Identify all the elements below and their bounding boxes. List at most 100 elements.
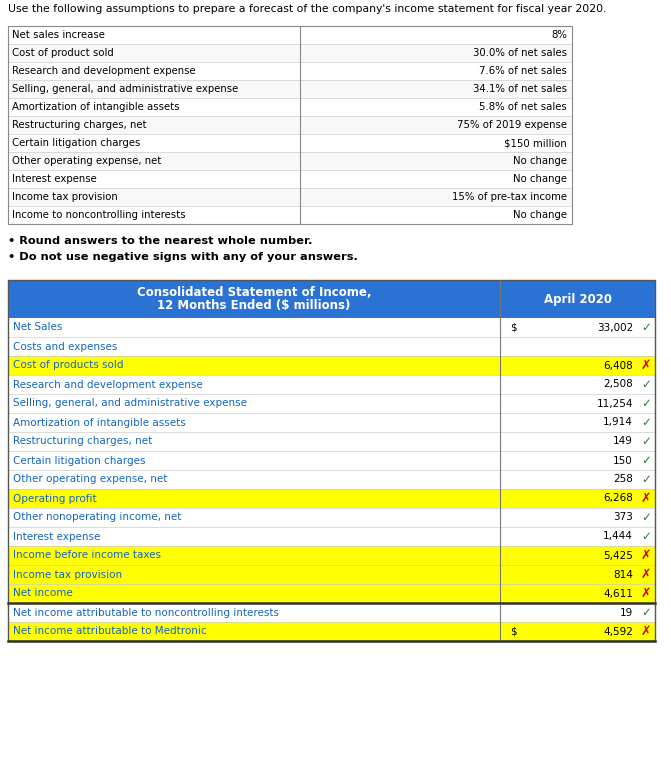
Text: Net sales increase: Net sales increase <box>12 30 105 40</box>
Text: 12 Months Ended ($ millions): 12 Months Ended ($ millions) <box>157 299 351 312</box>
Bar <box>8 432 655 451</box>
Text: 373: 373 <box>613 513 633 523</box>
Text: Cost of products sold: Cost of products sold <box>13 360 123 370</box>
Text: Operating profit: Operating profit <box>13 494 97 504</box>
Text: 33,002: 33,002 <box>597 322 633 332</box>
Bar <box>8 116 572 134</box>
Bar <box>8 170 572 188</box>
Text: No change: No change <box>513 156 567 166</box>
Bar <box>8 546 655 565</box>
Text: Interest expense: Interest expense <box>13 532 101 542</box>
Text: 4,611: 4,611 <box>603 588 633 598</box>
Text: Amortization of intangible assets: Amortization of intangible assets <box>12 102 180 112</box>
Text: 75% of 2019 expense: 75% of 2019 expense <box>457 120 567 130</box>
Bar <box>8 62 572 80</box>
Bar <box>8 451 655 470</box>
Text: Certain litigation charges: Certain litigation charges <box>12 138 140 148</box>
Text: ✓: ✓ <box>641 378 651 391</box>
Text: 258: 258 <box>613 475 633 485</box>
Text: ✓: ✓ <box>641 435 651 448</box>
Text: 149: 149 <box>613 437 633 447</box>
Bar <box>8 206 572 224</box>
Text: 5.8% of net sales: 5.8% of net sales <box>479 102 567 112</box>
Bar <box>8 470 655 489</box>
Bar <box>8 394 655 413</box>
Text: No change: No change <box>513 174 567 184</box>
Text: ✓: ✓ <box>641 397 651 410</box>
Text: ✓: ✓ <box>641 454 651 467</box>
Text: 6,268: 6,268 <box>603 494 633 504</box>
Text: Selling, general, and administrative expense: Selling, general, and administrative exp… <box>13 399 247 408</box>
Bar <box>8 565 655 584</box>
Text: Restructuring charges, net: Restructuring charges, net <box>13 437 152 447</box>
Text: ✓: ✓ <box>641 511 651 524</box>
Bar <box>8 489 655 508</box>
Text: ✗: ✗ <box>641 359 652 372</box>
Text: Other operating expense, net: Other operating expense, net <box>12 156 161 166</box>
Text: $150 million: $150 million <box>504 138 567 148</box>
Bar <box>8 26 572 224</box>
Text: Use the following assumptions to prepare a forecast of the company's income stat: Use the following assumptions to prepare… <box>8 4 607 14</box>
Bar <box>8 44 572 62</box>
Text: Net income attributable to Medtronic: Net income attributable to Medtronic <box>13 626 207 636</box>
Text: $: $ <box>510 322 517 332</box>
Text: Other operating expense, net: Other operating expense, net <box>13 475 167 485</box>
Text: 19: 19 <box>620 607 633 617</box>
Text: ✗: ✗ <box>641 549 652 562</box>
Bar <box>8 622 655 641</box>
Text: Selling, general, and administrative expense: Selling, general, and administrative exp… <box>12 84 238 94</box>
Text: 4,592: 4,592 <box>603 626 633 636</box>
Text: 15% of pre-tax income: 15% of pre-tax income <box>452 192 567 202</box>
Text: 1,914: 1,914 <box>603 418 633 427</box>
Text: ✗: ✗ <box>641 492 652 505</box>
Text: ✗: ✗ <box>641 587 652 600</box>
Text: 8%: 8% <box>551 30 567 40</box>
Text: • Round answers to the nearest whole number.: • Round answers to the nearest whole num… <box>8 236 313 246</box>
Text: Restructuring charges, net: Restructuring charges, net <box>12 120 147 130</box>
Text: ✗: ✗ <box>641 568 652 581</box>
Text: Costs and expenses: Costs and expenses <box>13 341 117 351</box>
Text: 150: 150 <box>613 456 633 466</box>
Text: Amortization of intangible assets: Amortization of intangible assets <box>13 418 186 427</box>
Bar <box>8 280 655 641</box>
Text: Certain litigation charges: Certain litigation charges <box>13 456 146 466</box>
Text: 2,508: 2,508 <box>603 379 633 389</box>
Text: Income before income taxes: Income before income taxes <box>13 550 161 561</box>
Text: No change: No change <box>513 210 567 220</box>
Text: $: $ <box>510 626 517 636</box>
Text: ✓: ✓ <box>641 473 651 486</box>
Text: 1,444: 1,444 <box>603 532 633 542</box>
Text: ✓: ✓ <box>641 606 651 619</box>
Bar <box>8 508 655 527</box>
Text: April 2020: April 2020 <box>544 293 611 306</box>
Text: Income tax provision: Income tax provision <box>12 192 117 202</box>
Bar <box>8 152 572 170</box>
Bar <box>8 318 655 337</box>
Text: Income tax provision: Income tax provision <box>13 569 122 579</box>
Bar <box>8 356 655 375</box>
Text: Consolidated Statement of Income,: Consolidated Statement of Income, <box>137 287 371 299</box>
Text: 5,425: 5,425 <box>603 550 633 561</box>
Text: 6,408: 6,408 <box>603 360 633 370</box>
Text: Other nonoperating income, net: Other nonoperating income, net <box>13 513 181 523</box>
Text: ✓: ✓ <box>641 321 651 334</box>
Text: ✗: ✗ <box>641 625 652 638</box>
Bar <box>8 80 572 98</box>
Text: 30.0% of net sales: 30.0% of net sales <box>473 48 567 58</box>
Text: Research and development expense: Research and development expense <box>12 66 196 76</box>
Text: Income to noncontrolling interests: Income to noncontrolling interests <box>12 210 186 220</box>
Text: 11,254: 11,254 <box>597 399 633 408</box>
Bar <box>8 375 655 394</box>
Bar <box>8 337 655 356</box>
Text: ✓: ✓ <box>641 530 651 543</box>
Bar <box>8 26 572 44</box>
Bar <box>8 603 655 622</box>
Bar <box>8 188 572 206</box>
Text: Interest expense: Interest expense <box>12 174 97 184</box>
Text: • Do not use negative signs with any of your answers.: • Do not use negative signs with any of … <box>8 252 358 262</box>
Text: 7.6% of net sales: 7.6% of net sales <box>479 66 567 76</box>
Text: Cost of product sold: Cost of product sold <box>12 48 114 58</box>
Bar <box>8 584 655 603</box>
Bar <box>8 527 655 546</box>
Text: ✓: ✓ <box>641 416 651 429</box>
